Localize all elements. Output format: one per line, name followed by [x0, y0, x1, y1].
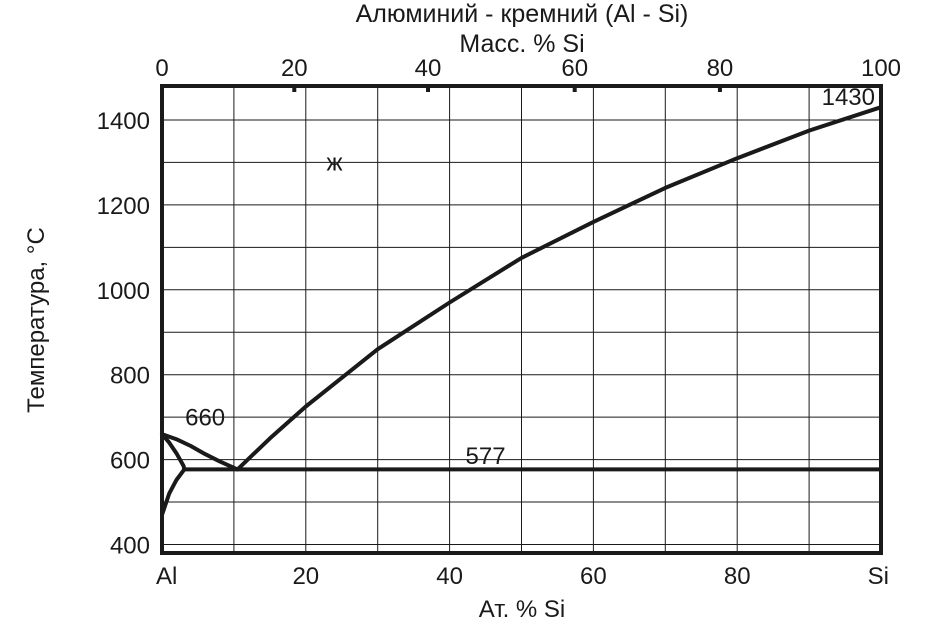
phase-boundary-line	[160, 467, 187, 517]
x-tick-label: Al	[156, 563, 177, 590]
x-axis: Al 20 40 60 80 Si	[156, 563, 889, 590]
top-tick-label: 0	[155, 55, 168, 82]
annotation-label: 1430	[822, 84, 875, 111]
x-axis-label: Ат. % Si	[479, 596, 566, 623]
phase-boundary-line	[160, 432, 240, 472]
top-tick-label: 100	[861, 55, 901, 82]
y-tick-label: 400	[110, 533, 150, 560]
top-axis-label: Масс. % Si	[459, 30, 584, 58]
phase-boundary-line	[235, 105, 883, 472]
y-tick-label: 600	[110, 448, 150, 475]
x-tick-label: 20	[292, 563, 319, 590]
x-tick-label: 40	[436, 563, 463, 590]
y-tick-label: 1000	[97, 278, 150, 305]
annotation-label: 660	[185, 405, 225, 432]
top-tick-label: 60	[561, 55, 588, 82]
y-axis-label: Температура, °C	[23, 227, 50, 413]
chart-title: Алюминий - кремний (Al - Si)	[356, 0, 689, 28]
annotation-label: ж	[327, 149, 343, 176]
annotations: 1430 ж 660 577	[185, 84, 875, 470]
x-tick-label: 60	[580, 563, 607, 590]
x-tick-label: Si	[868, 563, 889, 590]
y-tick-label: 1200	[97, 193, 150, 220]
top-tick-label: 20	[281, 55, 308, 82]
y-tick-label: 1400	[97, 108, 150, 135]
series	[160, 105, 883, 517]
annotation-label: 577	[466, 443, 506, 470]
y-axis: 400 600 800 1000 1200 1400	[97, 108, 150, 560]
y-tick-label: 800	[110, 363, 150, 390]
grid	[162, 86, 881, 553]
top-axis: 0 20 40 60 80 100	[155, 55, 901, 92]
top-tick-label: 80	[707, 55, 734, 82]
x-tick-label: 80	[724, 563, 751, 590]
plot-frame	[160, 84, 883, 555]
top-tick-label: 40	[415, 55, 442, 82]
phase-boundary-line	[160, 432, 187, 472]
